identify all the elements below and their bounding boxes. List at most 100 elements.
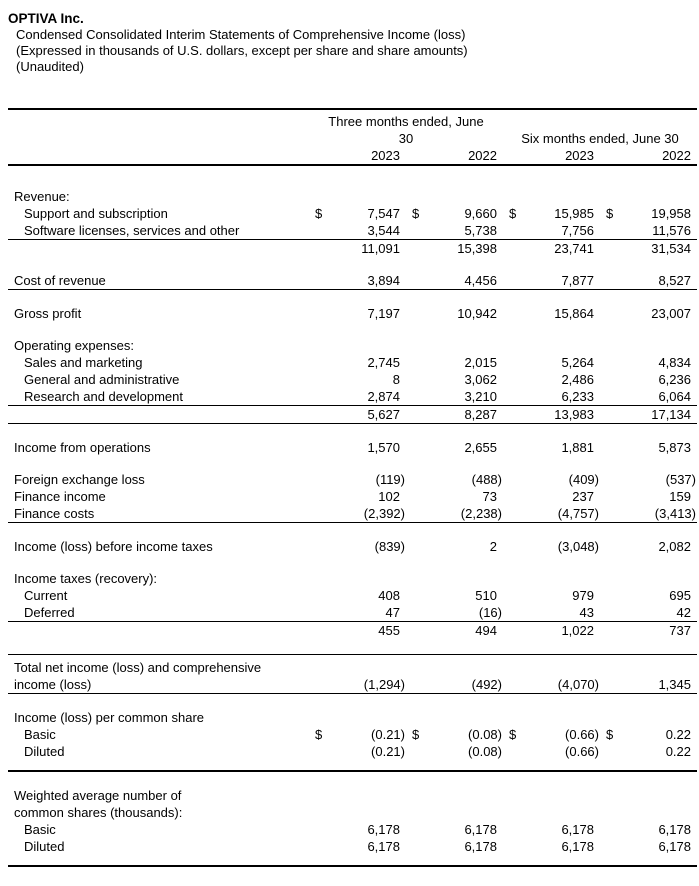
table-row: Finance income 102 73 237 159 [8,488,697,505]
table-row: Finance costs (2,392) (2,238) (4,757) (3… [8,505,697,523]
document-header: OPTIVA Inc. Condensed Consolidated Inter… [8,10,697,75]
value-cell: (2,392) [363,506,405,521]
value-cell: 695 [669,588,691,603]
section-rule [8,855,697,867]
value-cell: 13,983 [554,407,594,422]
value-cell: (0.66) [565,744,599,759]
currency-symbol: $ [315,727,323,742]
table-row: Foreign exchange loss (119) (488) (409) … [8,471,697,488]
row-label: Deferred [24,605,75,620]
year-column-2: 2022 [468,148,497,163]
value-cell: 979 [572,588,594,603]
row-label: Support and subscription [24,206,168,221]
row-label: Foreign exchange loss [14,472,145,487]
value-cell: 5,627 [367,407,400,422]
value-cell: 2,486 [561,372,594,387]
value-cell: 159 [669,489,691,504]
section-rule [8,760,697,772]
value-cell: (0.08) [468,727,502,742]
row-label: Total net income (loss) and comprehensiv… [14,660,262,692]
value-cell: 6,178 [561,839,594,854]
value-cell: (1,294) [363,677,405,692]
currency-symbol: $ [606,206,614,221]
table-row: Weighted average number of common shares… [8,787,697,821]
row-label: Basic [24,822,56,837]
currency-symbol: $ [412,206,420,221]
row-label: General and administrative [24,372,180,387]
value-cell: 2,655 [464,440,497,455]
currency-symbol: $ [606,727,614,742]
value-cell: 7,197 [367,306,400,321]
table-row: 5,627 8,287 13,983 17,134 [8,406,697,424]
value-cell: (3,048) [557,539,599,554]
currency-symbol: $ [509,727,517,742]
value-cell: 7,756 [561,223,594,238]
value-cell: 4,834 [658,355,691,370]
table-header: Three months ended, June 30 Six months e… [8,108,697,166]
value-cell: 47 [385,605,400,620]
value-cell: 17,134 [651,407,691,422]
row-label: Research and development [24,389,183,404]
row-label: Income (loss) per common share [14,710,205,725]
blank-row [8,772,697,787]
value-cell: 0.22 [665,744,691,759]
year-header-row: 2023 2022 2023 2022 [8,147,697,164]
value-cell: (4,757) [557,506,599,521]
value-cell: 8 [392,372,400,387]
row-label: Income from operations [14,440,151,455]
value-cell: 3,062 [464,372,497,387]
value-cell: 15,864 [554,306,594,321]
value-cell: 7,877 [561,273,594,288]
row-label: Current [24,588,68,603]
value-cell: 15,985 [554,206,594,221]
row-label: Cost of revenue [14,273,106,288]
currency-symbol: $ [509,206,517,221]
period-three-months-header: Three months ended, June 30 [328,114,484,146]
table-row: General and administrative 8 3,062 2,486… [8,371,697,388]
blank-row [8,424,697,439]
value-cell: 10,942 [457,306,497,321]
row-label: Finance income [14,489,106,504]
value-cell: (0.08) [468,744,502,759]
period-six-months-header: Six months ended, June 30 [521,131,679,146]
value-cell: 2,874 [367,389,400,404]
row-label: Diluted [24,839,65,854]
table-row: Income taxes (recovery): [8,570,697,587]
value-cell: 6,178 [464,822,497,837]
value-cell: 1,022 [561,623,594,638]
row-label: Income taxes (recovery): [14,571,158,586]
year-column-3: 2023 [565,148,594,163]
value-cell: 1,881 [561,440,594,455]
value-cell: 6,178 [367,822,400,837]
value-cell: 5,738 [464,223,497,238]
value-cell: 6,178 [367,839,400,854]
value-cell: 6,178 [658,839,691,854]
value-cell: 11,576 [652,223,691,238]
value-cell: 43 [579,605,594,620]
currency-note: (Expressed in thousands of U.S. dollars,… [16,43,468,58]
value-cell: 1,345 [658,677,691,692]
value-cell: (488) [471,472,502,487]
value-cell: 9,660 [464,206,497,221]
value-cell: 6,233 [561,389,594,404]
value-cell: 3,544 [367,223,400,238]
value-cell: 11,091 [361,241,400,256]
table-row: Income (loss) per common share [8,709,697,726]
value-cell: 6,236 [658,372,691,387]
year-column-4: 2022 [662,148,691,163]
row-label: Income (loss) before income taxes [14,539,213,554]
company-name: OPTIVA Inc. [8,11,84,26]
value-cell: (3,413) [654,506,696,521]
blank-row [8,290,697,305]
value-cell: 2,082 [658,539,691,554]
table-row: Basic $ (0.21) $ (0.08) $ (0.66) $ 0.22 [8,726,697,743]
table-row: Operating expenses: [8,337,697,354]
value-cell: 5,264 [561,355,594,370]
value-cell: 3,210 [464,389,497,404]
blank-row [8,456,697,471]
value-cell: 6,064 [658,389,691,404]
row-label: Diluted [24,744,65,759]
currency-symbol: $ [315,206,323,221]
table-row: Total net income (loss) and comprehensiv… [8,654,697,694]
value-cell: 2,015 [464,355,497,370]
